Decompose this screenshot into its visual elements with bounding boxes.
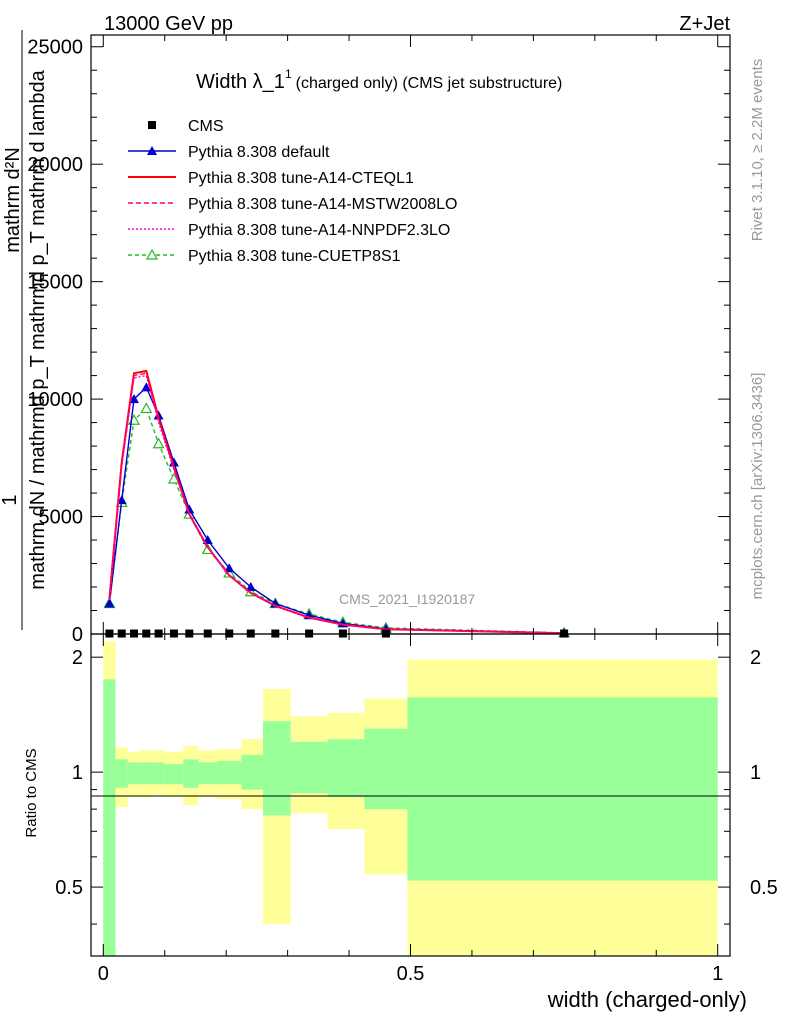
legend-label: Pythia 8.308 tune-CUETP8S1: [188, 248, 401, 265]
ratio-band-green: [407, 697, 718, 881]
main-frame: [90, 34, 731, 635]
legend-label: CMS: [188, 118, 224, 135]
rivet-version-label: Rivet 3.1.10, ≥ 2.2M events: [749, 59, 766, 242]
y-tick-label: 10000: [27, 389, 83, 411]
ratio-band-green: [183, 759, 199, 788]
legend-item: Pythia 8.308 tune-A14-MSTW2008LO: [128, 196, 457, 213]
data-point: [184, 504, 195, 514]
process-label: Z+Jet: [679, 13, 730, 35]
ratio-tick-label-right: 1: [750, 762, 761, 784]
ratio-tick-label-right: 2: [750, 647, 761, 669]
series-line: [108, 407, 565, 634]
ratio-tick-label: 0.5: [55, 877, 83, 899]
series-line: [108, 386, 565, 634]
ratio-band-green: [103, 679, 116, 956]
legend: CMS Pythia 8.308 default Pythia 8.308 tune…: [128, 118, 457, 265]
y-tick-label: 20000: [27, 154, 83, 176]
y-axis-label-numerator: 1: [0, 494, 21, 505]
mcplots-label: mcplots.cern.ch [arXiv:1306.3436]: [749, 373, 766, 600]
y-tick-label: 5000: [39, 507, 84, 529]
ratio-band-green: [115, 759, 128, 788]
y-axis-label-top: mathrm d²N: [2, 147, 24, 253]
y-tick-label: 25000: [27, 37, 83, 59]
ratio-band-green: [198, 762, 217, 785]
series-4: [108, 374, 565, 634]
data-point: [148, 121, 156, 129]
series-line: [108, 372, 565, 634]
ratio-panel: 0.5 0.5 1 1 2 2 0 0.5 1: [55, 633, 778, 985]
ratio-band-green: [327, 739, 365, 798]
legend-item: Pythia 8.308 tune-A14-CTEQL1: [128, 170, 414, 187]
main-panel: 0 5000 10000 15000 20000 25000: [27, 34, 731, 646]
data-point: [141, 382, 152, 392]
data-point: [140, 402, 153, 414]
series-5: [103, 402, 571, 638]
y-axis-label-denominator: mathrm dN / mathrmd p_T mathrmd p_T math…: [27, 69, 49, 589]
series-line: [108, 374, 565, 634]
ratio-tick-label-right: 0.5: [750, 877, 778, 899]
ratio-band-green: [140, 762, 153, 785]
legend-item: Pythia 8.308 tune-A14-NNPDF2.3LO: [128, 222, 450, 239]
data-point: [224, 563, 235, 573]
y-tick-label: 15000: [27, 272, 83, 294]
y-tick-label: 0: [72, 624, 83, 646]
data-point: [245, 582, 256, 592]
legend-item: CMS: [148, 118, 224, 135]
data-point: [145, 248, 159, 260]
ratio-tick-label: 2: [72, 647, 83, 669]
ratio-band-green: [127, 762, 141, 785]
x-tick-label: 0: [98, 963, 109, 985]
data-point: [167, 472, 180, 484]
ratio-band-green: [241, 754, 264, 790]
ratio-tick-label: 1: [72, 762, 83, 784]
chart-title: Width λ_11(charged only) (CMS jet substr…: [196, 67, 562, 93]
ratio-band-green: [164, 764, 184, 785]
legend-label: Pythia 8.308 tune-A14-CTEQL1: [188, 170, 414, 187]
legend-item: Pythia 8.308 tune-CUETP8S1: [128, 248, 401, 265]
data-point: [147, 146, 157, 155]
ratio-y-axis-label: Ratio to CMS: [23, 748, 40, 837]
x-axis-label: width (charged-only): [547, 987, 747, 1012]
data-point: [104, 598, 115, 608]
data-point: [116, 495, 127, 505]
series-1: [104, 382, 570, 638]
legend-label: Pythia 8.308 tune-A14-MSTW2008LO: [188, 196, 457, 213]
data-point: [152, 437, 165, 449]
legend-label: Pythia 8.308 tune-A14-NNPDF2.3LO: [188, 222, 450, 239]
ratio-band-green: [290, 741, 328, 794]
x-tick-label: 0.5: [397, 963, 425, 985]
x-tick-label: 1: [712, 963, 723, 985]
ratio-band-green: [364, 728, 408, 810]
series-3: [108, 372, 565, 634]
ratio-band-green: [216, 760, 242, 785]
analysis-watermark: CMS_2021_I1920187: [339, 591, 475, 607]
energy-label: 13000 GeV pp: [104, 13, 233, 35]
legend-label: Pythia 8.308 default: [188, 144, 330, 161]
ratio-band-green: [152, 762, 165, 785]
legend-item: Pythia 8.308 default: [128, 144, 330, 161]
series-2: [108, 369, 565, 635]
ratio-band-green: [263, 721, 291, 816]
series-line: [108, 369, 565, 635]
